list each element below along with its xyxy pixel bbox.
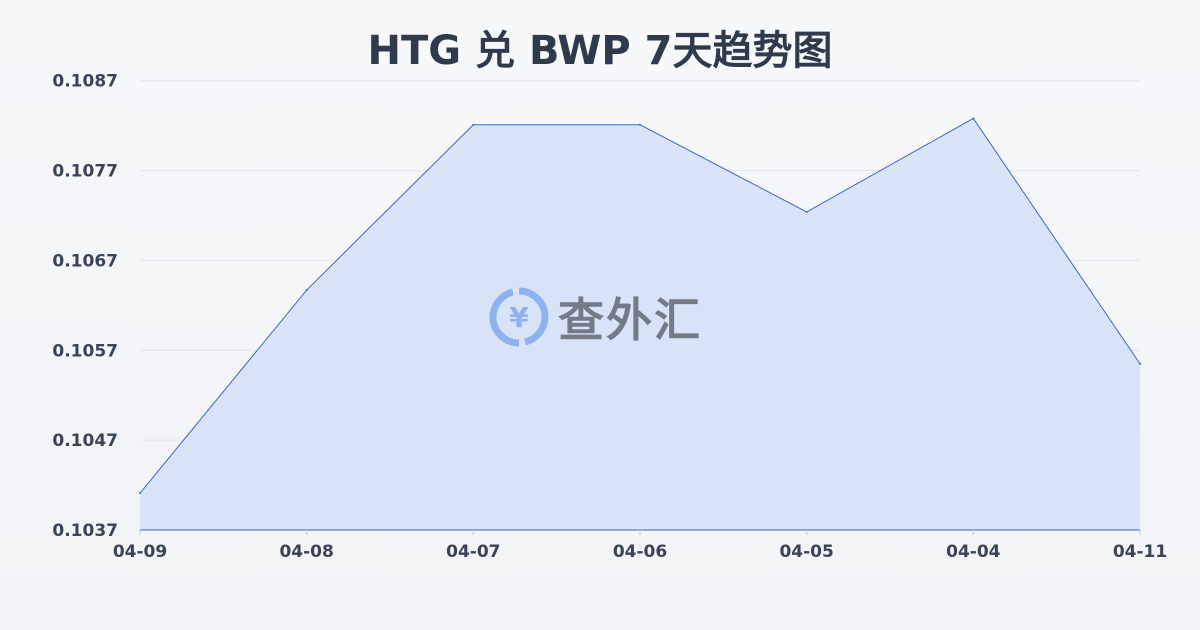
chart-title: HTG 兑 BWP 7天趋势图: [367, 28, 833, 74]
y-tick-label: 0.1077: [52, 162, 118, 182]
data-point: [972, 117, 975, 120]
y-tick-label: 0.1057: [52, 341, 118, 361]
yen-exchange-icon: ¥: [489, 287, 549, 347]
x-tick-label: 04-07: [446, 542, 500, 562]
data-point: [472, 123, 475, 126]
y-tick-label: 0.1037: [52, 521, 118, 541]
data-point: [805, 210, 808, 213]
svg-text:¥: ¥: [509, 301, 529, 334]
x-tick-label: 04-09: [113, 542, 167, 562]
x-tick-label: 04-04: [946, 542, 1001, 562]
x-tick-label: 04-11: [1113, 542, 1167, 562]
data-point: [1139, 362, 1141, 365]
x-tick-label: 04-08: [279, 542, 333, 562]
x-tick-label: 04-06: [613, 542, 667, 562]
y-tick-label: 0.1087: [52, 72, 118, 92]
y-tick-label: 0.1047: [52, 431, 118, 451]
y-tick-label: 0.1067: [52, 251, 118, 271]
watermark-text: 查外汇: [558, 293, 702, 347]
data-point: [139, 492, 141, 495]
data-point: [639, 123, 641, 126]
x-tick-label: 04-05: [779, 542, 833, 562]
data-point: [305, 289, 308, 292]
area-fill: [140, 118, 1140, 531]
watermark: ¥ 查外汇: [488, 284, 702, 350]
